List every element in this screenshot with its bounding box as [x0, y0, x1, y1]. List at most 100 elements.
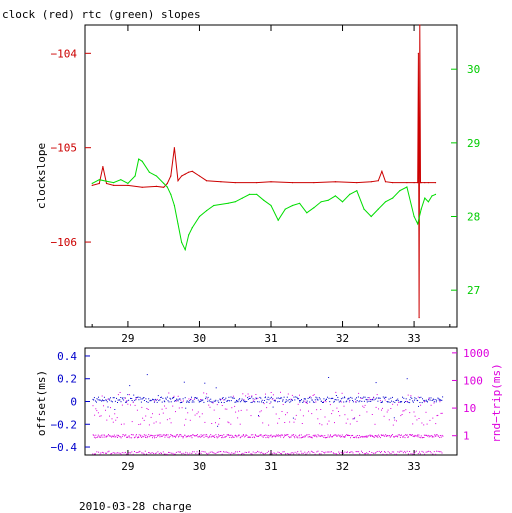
scatter-point [159, 399, 161, 401]
scatter-point [386, 411, 388, 413]
scatter-point [134, 399, 136, 401]
scatter-point [224, 436, 226, 438]
scatter-point [366, 452, 368, 454]
scatter-point [338, 435, 340, 437]
scatter-point [347, 418, 349, 420]
scatter-point [406, 400, 408, 402]
scatter-point [100, 415, 102, 417]
scatter-point [227, 434, 229, 436]
scatter-point [258, 415, 259, 417]
scatter-point [197, 453, 199, 455]
scatter-point [178, 436, 179, 438]
bottom-left-y-tick-label: 0 [70, 396, 77, 409]
scatter-point [410, 453, 412, 455]
scatter-point [174, 453, 176, 455]
scatter-point [215, 399, 217, 401]
scatter-point [140, 435, 142, 437]
scatter-point [107, 398, 109, 400]
scatter-point [116, 434, 118, 436]
scatter-point [209, 435, 211, 437]
series-point-rtc [188, 234, 190, 236]
scatter-point [329, 451, 331, 453]
scatter-point [258, 401, 260, 403]
scatter-point [189, 452, 191, 454]
scatter-point [154, 453, 156, 455]
scatter-point [283, 437, 285, 439]
series-point-clock [113, 184, 115, 186]
scatter-point [156, 434, 158, 436]
scatter-point [94, 437, 96, 439]
series-point-rtc [313, 207, 315, 209]
scatter-point [244, 400, 246, 402]
scatter-point [327, 451, 329, 453]
scatter-point [236, 399, 237, 401]
scatter-point [184, 424, 185, 426]
series-point-clock [141, 186, 143, 188]
scatter-point [161, 435, 163, 437]
scatter-point [440, 412, 442, 414]
scatter-point [428, 436, 430, 438]
scatter-point [182, 452, 184, 454]
scatter-point [329, 435, 331, 437]
scatter-point [302, 452, 304, 454]
scatter-point [234, 405, 236, 407]
scatter-point [116, 452, 118, 454]
scatter-point [285, 399, 287, 401]
scatter-point [189, 419, 191, 421]
scatter-point [321, 424, 323, 426]
scatter-point [417, 396, 419, 398]
scatter-point [288, 436, 290, 438]
scatter-point [441, 452, 443, 454]
scatter-point [275, 435, 277, 437]
scatter-point [150, 416, 152, 418]
scatter-point [272, 435, 273, 437]
scatter-point [351, 409, 353, 411]
scatter-point [328, 420, 330, 422]
scatter-point [114, 436, 116, 438]
scatter-point [270, 401, 272, 403]
scatter-point [311, 437, 313, 439]
scatter-point [301, 399, 302, 401]
bottom-x-tick-label: 30 [193, 460, 206, 473]
scatter-point [279, 435, 281, 436]
scatter-point [143, 419, 145, 421]
scatter-point [135, 398, 137, 400]
scatter-point [132, 401, 134, 403]
scatter-point [412, 453, 413, 455]
scatter-point [226, 400, 228, 402]
scatter-point [127, 403, 129, 405]
scatter-point [323, 401, 324, 403]
scatter-point [246, 409, 248, 411]
scatter-point [187, 453, 189, 455]
scatter-point [237, 417, 239, 419]
scatter-point [433, 451, 435, 453]
scatter-point [271, 398, 273, 400]
scatter-point [191, 401, 193, 403]
series-point-rtc [198, 215, 201, 218]
scatter-point [211, 401, 213, 403]
scatter-point [324, 435, 326, 437]
scatter-point [395, 435, 397, 437]
scatter-point [222, 397, 224, 398]
scatter-point [174, 436, 176, 437]
scatter-point [392, 396, 393, 398]
scatter-point [273, 400, 275, 402]
scatter-point [407, 401, 409, 403]
scatter-point [141, 398, 143, 400]
scatter-point [250, 402, 252, 403]
scatter-point [245, 434, 247, 436]
scatter-point [296, 436, 298, 438]
scatter-point [190, 435, 192, 437]
scatter-point [156, 398, 158, 400]
top-right-y-tick-label: 30 [467, 63, 480, 76]
scatter-point [376, 397, 378, 399]
scatter-point [423, 437, 425, 438]
scatter-point [390, 435, 392, 437]
scatter-point [295, 396, 297, 398]
scatter-point [388, 398, 390, 400]
scatter-point [175, 400, 177, 402]
scatter-point [228, 434, 230, 436]
scatter-point [215, 453, 217, 455]
scatter-point [123, 399, 125, 401]
scatter-point [259, 411, 261, 413]
